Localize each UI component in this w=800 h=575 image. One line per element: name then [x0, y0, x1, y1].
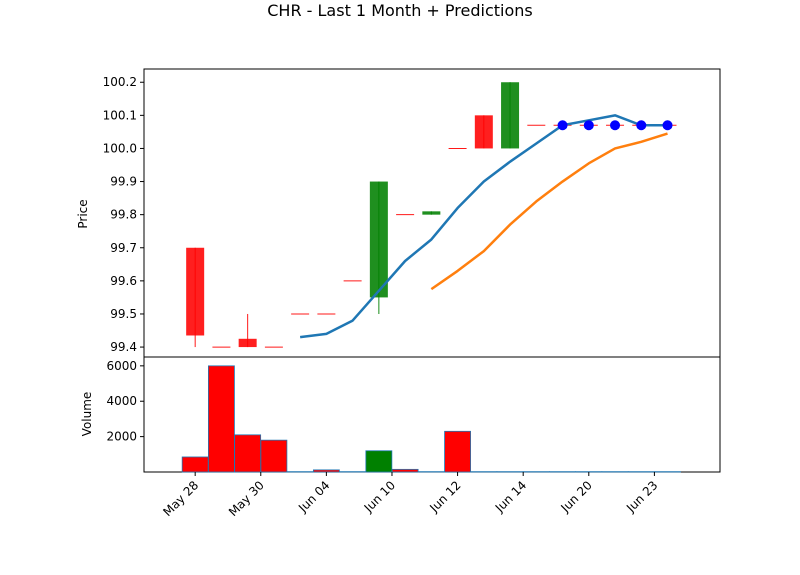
price-tick-label: 99.6	[110, 274, 137, 288]
volume-bar	[234, 434, 262, 473]
prediction-point	[557, 120, 568, 131]
price-tick-label: 99.8	[110, 208, 137, 222]
candle-body	[474, 115, 493, 149]
prediction-point	[636, 120, 647, 131]
x-tick-label: Jun 14	[492, 478, 529, 515]
price-axis-label: Price	[76, 199, 90, 228]
x-tick-label: Jun 12	[426, 478, 463, 515]
volume-bar	[444, 430, 471, 473]
price-tick-label: 99.5	[110, 307, 137, 321]
price-tick-label: 100.0	[103, 141, 137, 155]
chart-title: CHR - Last 1 Month + Predictions	[267, 1, 533, 20]
candle-body	[238, 338, 257, 348]
volume-bar	[181, 456, 209, 473]
candle-body	[186, 247, 205, 336]
volume-bar	[260, 439, 288, 473]
volume-tick-label: 4000	[106, 394, 137, 408]
price-tick-label: 100.1	[103, 108, 137, 122]
x-tick-label: May 28	[160, 478, 201, 519]
series-line	[299, 114, 668, 339]
x-tick-label: Jun 20	[558, 478, 595, 515]
volume-panel: 2000 4000 6000	[106, 356, 721, 473]
price-tick-label: 100.2	[103, 75, 137, 89]
x-tick-label: May 30	[226, 478, 267, 519]
x-axis: May 28 May 30 Jun 04 Jun 10 Jun 12 Jun 14 Jun …	[160, 472, 661, 519]
volume-bar	[391, 468, 419, 473]
volume-bar	[365, 450, 393, 473]
volume-tick-label: 6000	[106, 359, 137, 373]
price-panel: 99.4 99.5 99.6 99.7 99.8 99.9 100.0 100.1 100.2	[103, 68, 721, 358]
prediction-point	[662, 120, 673, 131]
prediction-point	[583, 120, 594, 131]
volume-axis-label: Volume	[80, 392, 94, 437]
series-line	[430, 132, 668, 291]
x-tick-label: Jun 04	[295, 478, 332, 515]
candle-body	[422, 211, 441, 215]
prediction-point	[610, 120, 621, 131]
price-tick-label: 99.4	[110, 340, 137, 354]
price-tick-label: 99.7	[110, 241, 137, 255]
candle-body	[369, 181, 388, 298]
volume-bar	[208, 365, 235, 473]
candle-body	[501, 82, 520, 149]
volume-bar	[312, 469, 340, 473]
volume-tick-label: 2000	[106, 430, 137, 444]
volume-panel-frame	[143, 356, 721, 473]
x-tick-label: Jun 10	[361, 478, 398, 515]
x-tick-label: Jun 23	[623, 478, 660, 515]
price-tick-label: 99.9	[110, 175, 137, 189]
